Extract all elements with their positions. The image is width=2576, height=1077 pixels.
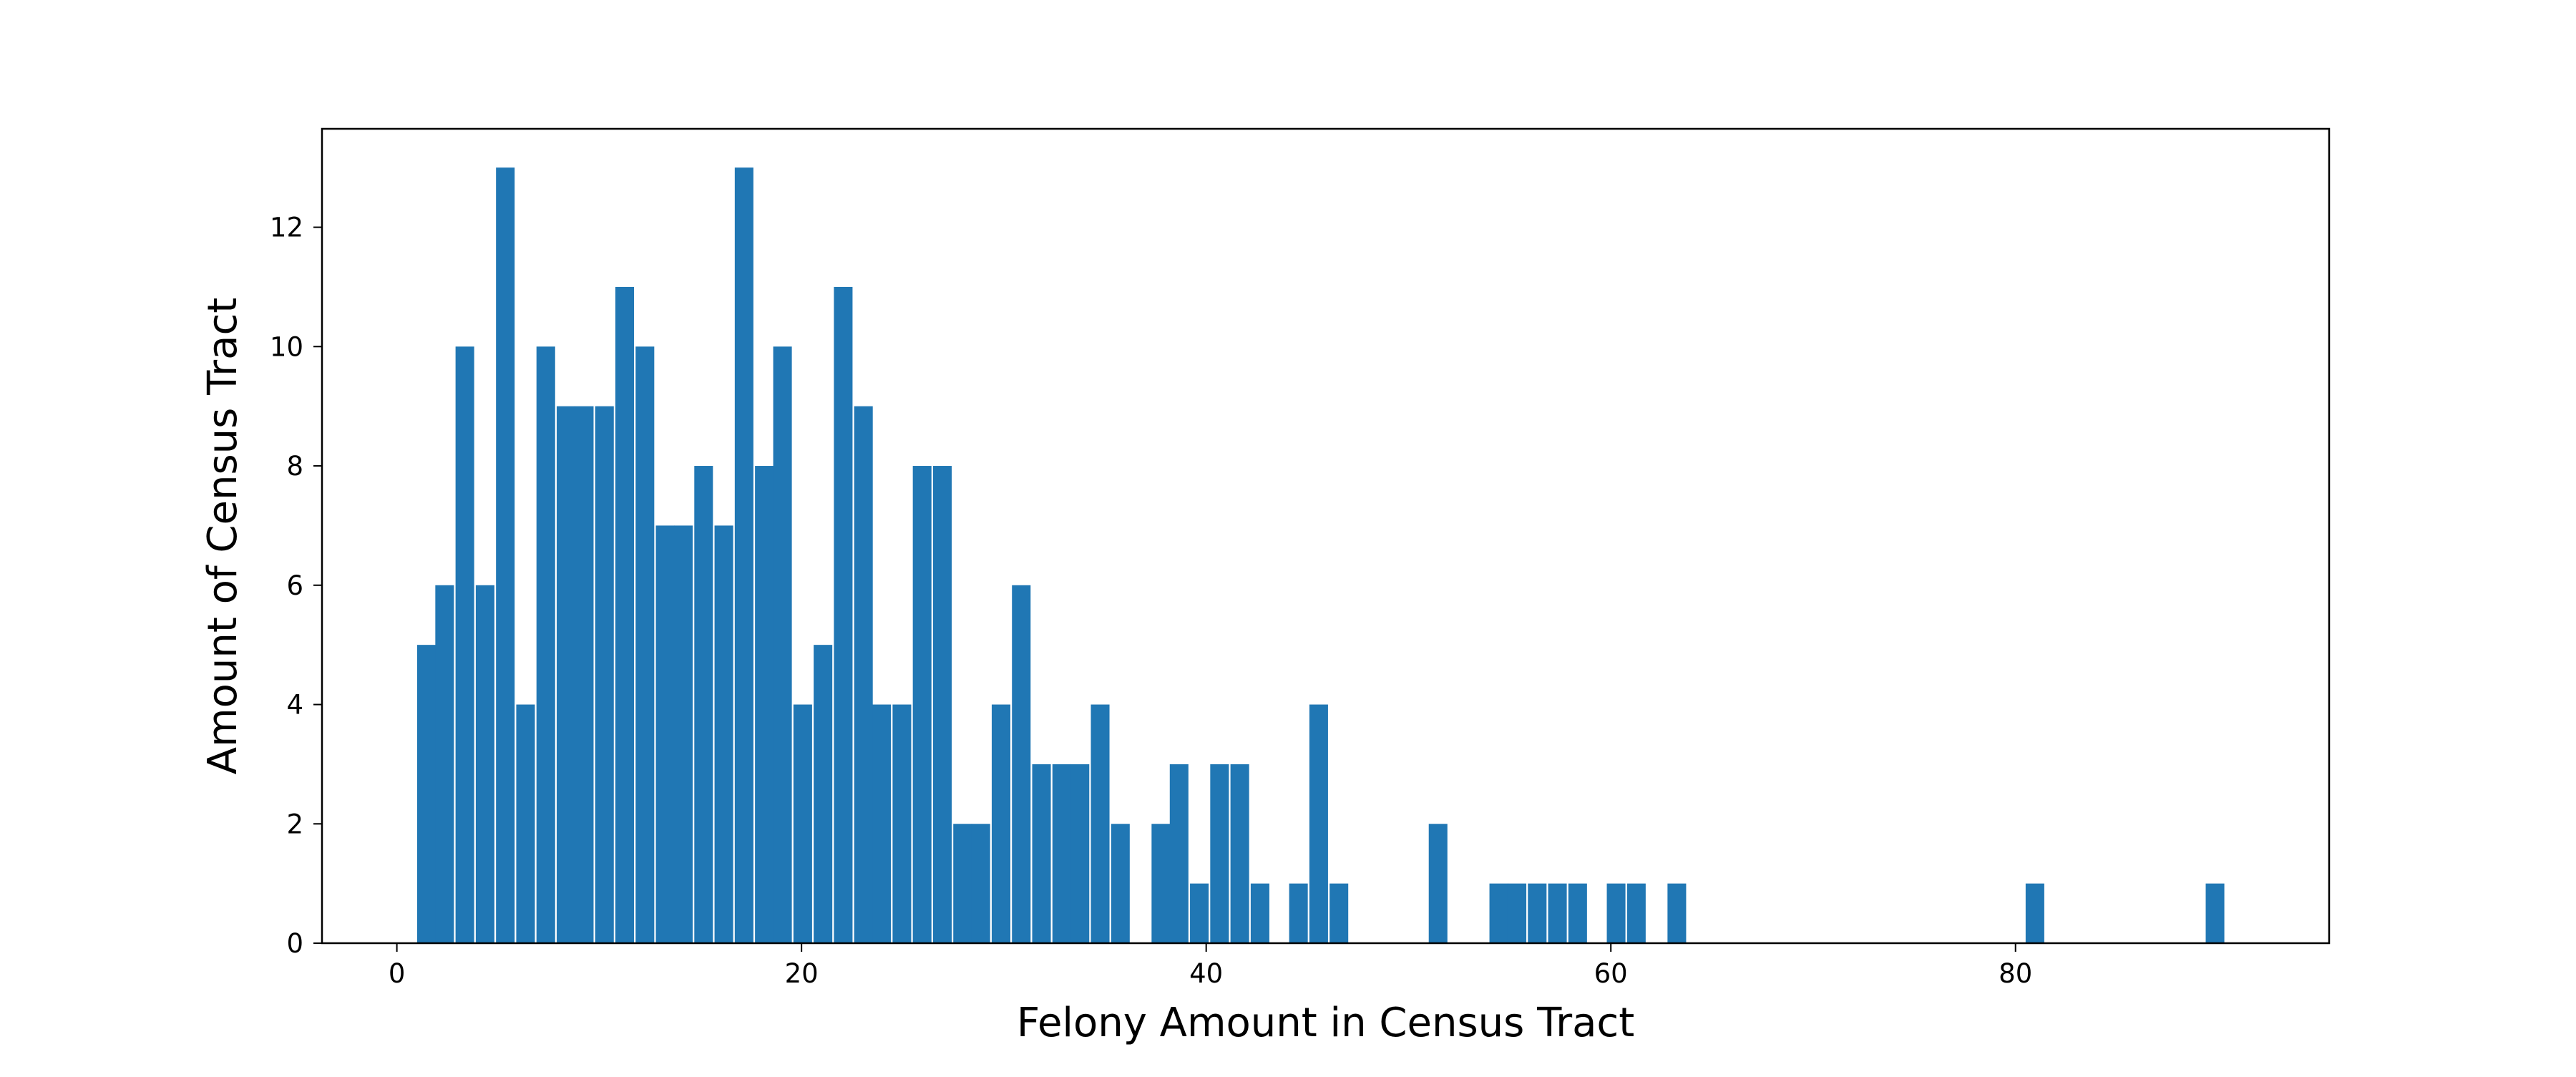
histogram-bar [1190, 883, 1209, 943]
histogram-bar [1230, 764, 1249, 943]
histogram-bar [912, 466, 932, 943]
histogram-bar [854, 406, 873, 943]
y-tick-label: 4 [286, 690, 303, 721]
histogram-bar [2025, 883, 2044, 943]
histogram-bar [834, 286, 853, 943]
histogram-bar [1169, 764, 1189, 943]
histogram-bar [694, 466, 713, 943]
histogram-bar [991, 704, 1010, 943]
histogram-bar [496, 167, 515, 944]
x-tick-label: 80 [1999, 958, 2032, 989]
histogram-bar [455, 346, 474, 943]
histogram-bar [595, 406, 614, 943]
histogram-bar [516, 704, 535, 943]
histogram-bar [1568, 883, 1587, 943]
y-tick-label: 6 [286, 570, 303, 601]
x-tick-label: 40 [1189, 958, 1223, 989]
histogram-bar [1667, 883, 1687, 943]
histogram-bar [1091, 704, 1110, 943]
histogram-bar [714, 525, 733, 943]
histogram-bar [793, 704, 812, 943]
histogram-bar [635, 346, 655, 943]
histogram-bar [1489, 883, 1508, 943]
histogram-bar [953, 824, 972, 943]
histogram-bar [1528, 883, 1547, 943]
y-tick-label: 0 [286, 928, 303, 959]
x-tick-label: 0 [389, 958, 406, 989]
histogram-bar [814, 645, 833, 943]
histogram-bar [1111, 824, 1130, 943]
histogram-bar [557, 406, 576, 943]
ticks-group: 0 20 40 60 80 0 2 4 6 8 10 12 [270, 213, 2032, 989]
histogram-bar [1151, 824, 1171, 943]
histogram-bar [1428, 824, 1448, 943]
x-tick-label: 20 [785, 958, 819, 989]
histogram-bar [2205, 883, 2225, 943]
y-tick-label: 2 [286, 809, 303, 839]
bars-group [416, 167, 2225, 944]
histogram-bar [734, 167, 753, 944]
histogram-bar [1052, 764, 1071, 943]
histogram-bar [1309, 704, 1328, 943]
x-tick-label: 60 [1594, 958, 1628, 989]
histogram-bar [475, 585, 494, 943]
histogram-bar [1606, 883, 1626, 943]
histogram-bar [674, 525, 693, 943]
histogram-bar [1070, 764, 1090, 943]
histogram-bar [1548, 883, 1567, 943]
histogram-bar [755, 466, 774, 943]
histogram-bar [615, 286, 635, 943]
histogram-bar [1032, 764, 1051, 943]
histogram-bar [1250, 883, 1269, 943]
histogram-bar [971, 824, 990, 943]
histogram-bar [1210, 764, 1229, 943]
y-tick-label: 12 [270, 213, 303, 243]
y-tick-label: 8 [286, 451, 303, 482]
histogram-bar [655, 525, 675, 943]
plot-area-frame [321, 127, 2331, 945]
histogram-bar [575, 406, 594, 943]
histogram-bar [435, 585, 454, 943]
histogram-bar [416, 645, 436, 943]
y-tick-label: 10 [270, 331, 303, 362]
histogram-bar [536, 346, 555, 943]
histogram-bar [1507, 883, 1527, 943]
histogram-bar [773, 346, 792, 943]
histogram-bar [872, 704, 892, 943]
histogram-bar [1012, 585, 1031, 943]
histogram-bar [1289, 883, 1308, 943]
y-axis-label: Amount of Census Tract [200, 298, 246, 774]
histogram-bar [1330, 883, 1349, 943]
histogram-bar [932, 466, 952, 943]
histogram-bar [892, 704, 912, 943]
histogram-bar [1626, 883, 1646, 943]
x-axis-label: Felony Amount in Census Tract [1017, 1000, 1634, 1046]
